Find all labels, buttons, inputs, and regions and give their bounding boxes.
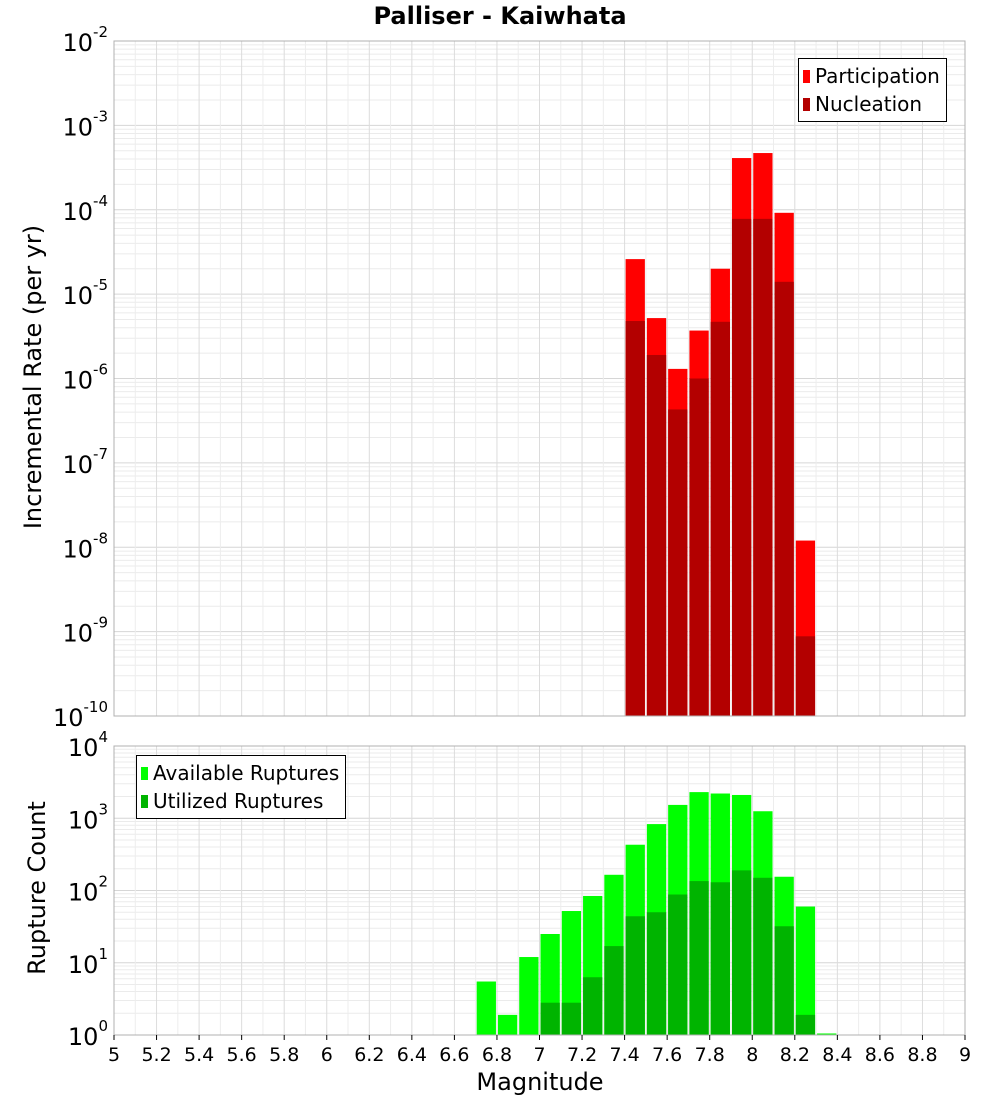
legend-item-utilized-ruptures: Utilized Ruptures — [141, 787, 339, 815]
x-tick-label: 5 — [108, 1044, 120, 1066]
y-tick-label: 10-4 — [62, 192, 108, 226]
bar-utilized-ruptures — [583, 977, 603, 1035]
y-tick-label: 10-6 — [62, 361, 108, 395]
y-tick-label: 10-5 — [62, 276, 108, 310]
y-tick-label: 101 — [68, 945, 108, 979]
top-plot-frame — [113, 40, 966, 717]
x-tick-label: 6.6 — [439, 1044, 469, 1066]
bar-utilized-ruptures — [731, 870, 752, 1035]
legend-item-nucleation: Nucleation — [803, 90, 940, 118]
y-tick-label: 10-8 — [62, 529, 108, 563]
bar-nucleation — [625, 321, 645, 716]
bar-available-ruptures — [795, 906, 816, 1035]
participation-swatch — [803, 69, 810, 83]
bar-utilized-ruptures — [604, 946, 624, 1035]
x-tick-label: 7.6 — [652, 1044, 682, 1066]
top-legend: Participation Nucleation — [798, 58, 947, 122]
top-plot-panel: 10-10 10-9 10-8 10-7 10-6 10-5 10-4 10-3 10-2 — [53, 23, 966, 732]
y-tick-label: 10-10 — [53, 698, 108, 732]
x-tick-label: 5.8 — [269, 1044, 299, 1066]
legend-label: Available Ruptures — [153, 761, 340, 785]
bar-available-ruptures — [497, 1014, 518, 1035]
nucleation-swatch — [803, 97, 810, 111]
bar-utilized-ruptures — [625, 916, 645, 1035]
y-tick-label: 104 — [68, 728, 108, 762]
bar-utilized-ruptures — [774, 926, 794, 1035]
x-tick-label: 6.2 — [354, 1044, 384, 1066]
x-axis-ticks: 5 5.2 5.4 5.6 5.8 6 6.2 6.4 6.6 6.8 7 7.2 7.4 7.6 7.8 8… — [108, 1035, 971, 1066]
bar-utilized-ruptures — [795, 1014, 816, 1035]
legend-label: Utilized Ruptures — [153, 789, 324, 813]
legend-label: Nucleation — [815, 92, 923, 116]
bar-available-ruptures — [519, 957, 539, 1035]
x-tick-label: 8.6 — [865, 1044, 895, 1066]
chart-title: Palliser - Kaiwhata — [373, 2, 627, 30]
x-tick-label: 8 — [746, 1044, 758, 1066]
x-tick-label: 7.2 — [567, 1044, 597, 1066]
bar-nucleation — [795, 636, 816, 716]
utilized-swatch — [141, 794, 148, 808]
bottom-y-axis-label: Rupture Count — [23, 801, 51, 975]
bar-nucleation — [753, 218, 773, 716]
x-tick-label: 5.4 — [184, 1044, 214, 1066]
bar-utilized-ruptures — [753, 877, 773, 1035]
y-tick-label: 10-3 — [62, 107, 108, 141]
x-tick-label: 6 — [321, 1044, 333, 1066]
available-swatch — [141, 766, 148, 780]
y-tick-label: 100 — [68, 1017, 108, 1051]
bottom-legend: Available Ruptures Utilized Ruptures — [136, 755, 347, 819]
y-tick-label: 102 — [68, 873, 108, 907]
x-tick-label: 9 — [959, 1044, 971, 1066]
bar-nucleation — [710, 321, 730, 716]
legend-item-available-ruptures: Available Ruptures — [141, 759, 339, 787]
x-tick-label: 7 — [533, 1044, 545, 1066]
bar-available-ruptures — [817, 1033, 837, 1035]
legend-item-participation: Participation — [803, 62, 940, 90]
bottom-plot-panel: 100 101 102 103 104 — [68, 728, 966, 1051]
y-tick-label: 10-7 — [62, 445, 108, 479]
y-tick-label: 103 — [68, 800, 108, 834]
bar-utilized-ruptures — [668, 894, 688, 1035]
top-y-axis-label: Incremental Rate (per yr) — [19, 224, 47, 530]
x-tick-label: 8.8 — [907, 1044, 937, 1066]
x-tick-label: 7.4 — [609, 1044, 639, 1066]
x-tick-label: 8.2 — [780, 1044, 810, 1066]
bar-utilized-ruptures — [710, 882, 730, 1035]
bar-utilized-ruptures — [540, 1002, 560, 1035]
bar-utilized-ruptures — [646, 912, 667, 1035]
bar-utilized-ruptures — [561, 1002, 582, 1035]
y-tick-label: 10-9 — [62, 614, 108, 648]
legend-label: Participation — [815, 64, 940, 88]
x-tick-label: 7.8 — [695, 1044, 725, 1066]
x-tick-label: 6.8 — [482, 1044, 512, 1066]
x-tick-label: 5.6 — [227, 1044, 257, 1066]
x-tick-label: 8.4 — [822, 1044, 852, 1066]
bar-nucleation — [689, 378, 709, 716]
x-tick-label: 6.4 — [397, 1044, 427, 1066]
bar-nucleation — [668, 409, 688, 716]
bar-nucleation — [774, 281, 794, 716]
y-tick-label: 10-2 — [62, 23, 108, 57]
bar-nucleation — [731, 218, 752, 716]
bar-nucleation — [646, 354, 667, 716]
x-axis-label: Magnitude — [476, 1068, 604, 1096]
bar-available-ruptures — [476, 981, 496, 1035]
bar-utilized-ruptures — [689, 881, 709, 1035]
x-tick-label: 5.2 — [141, 1044, 171, 1066]
